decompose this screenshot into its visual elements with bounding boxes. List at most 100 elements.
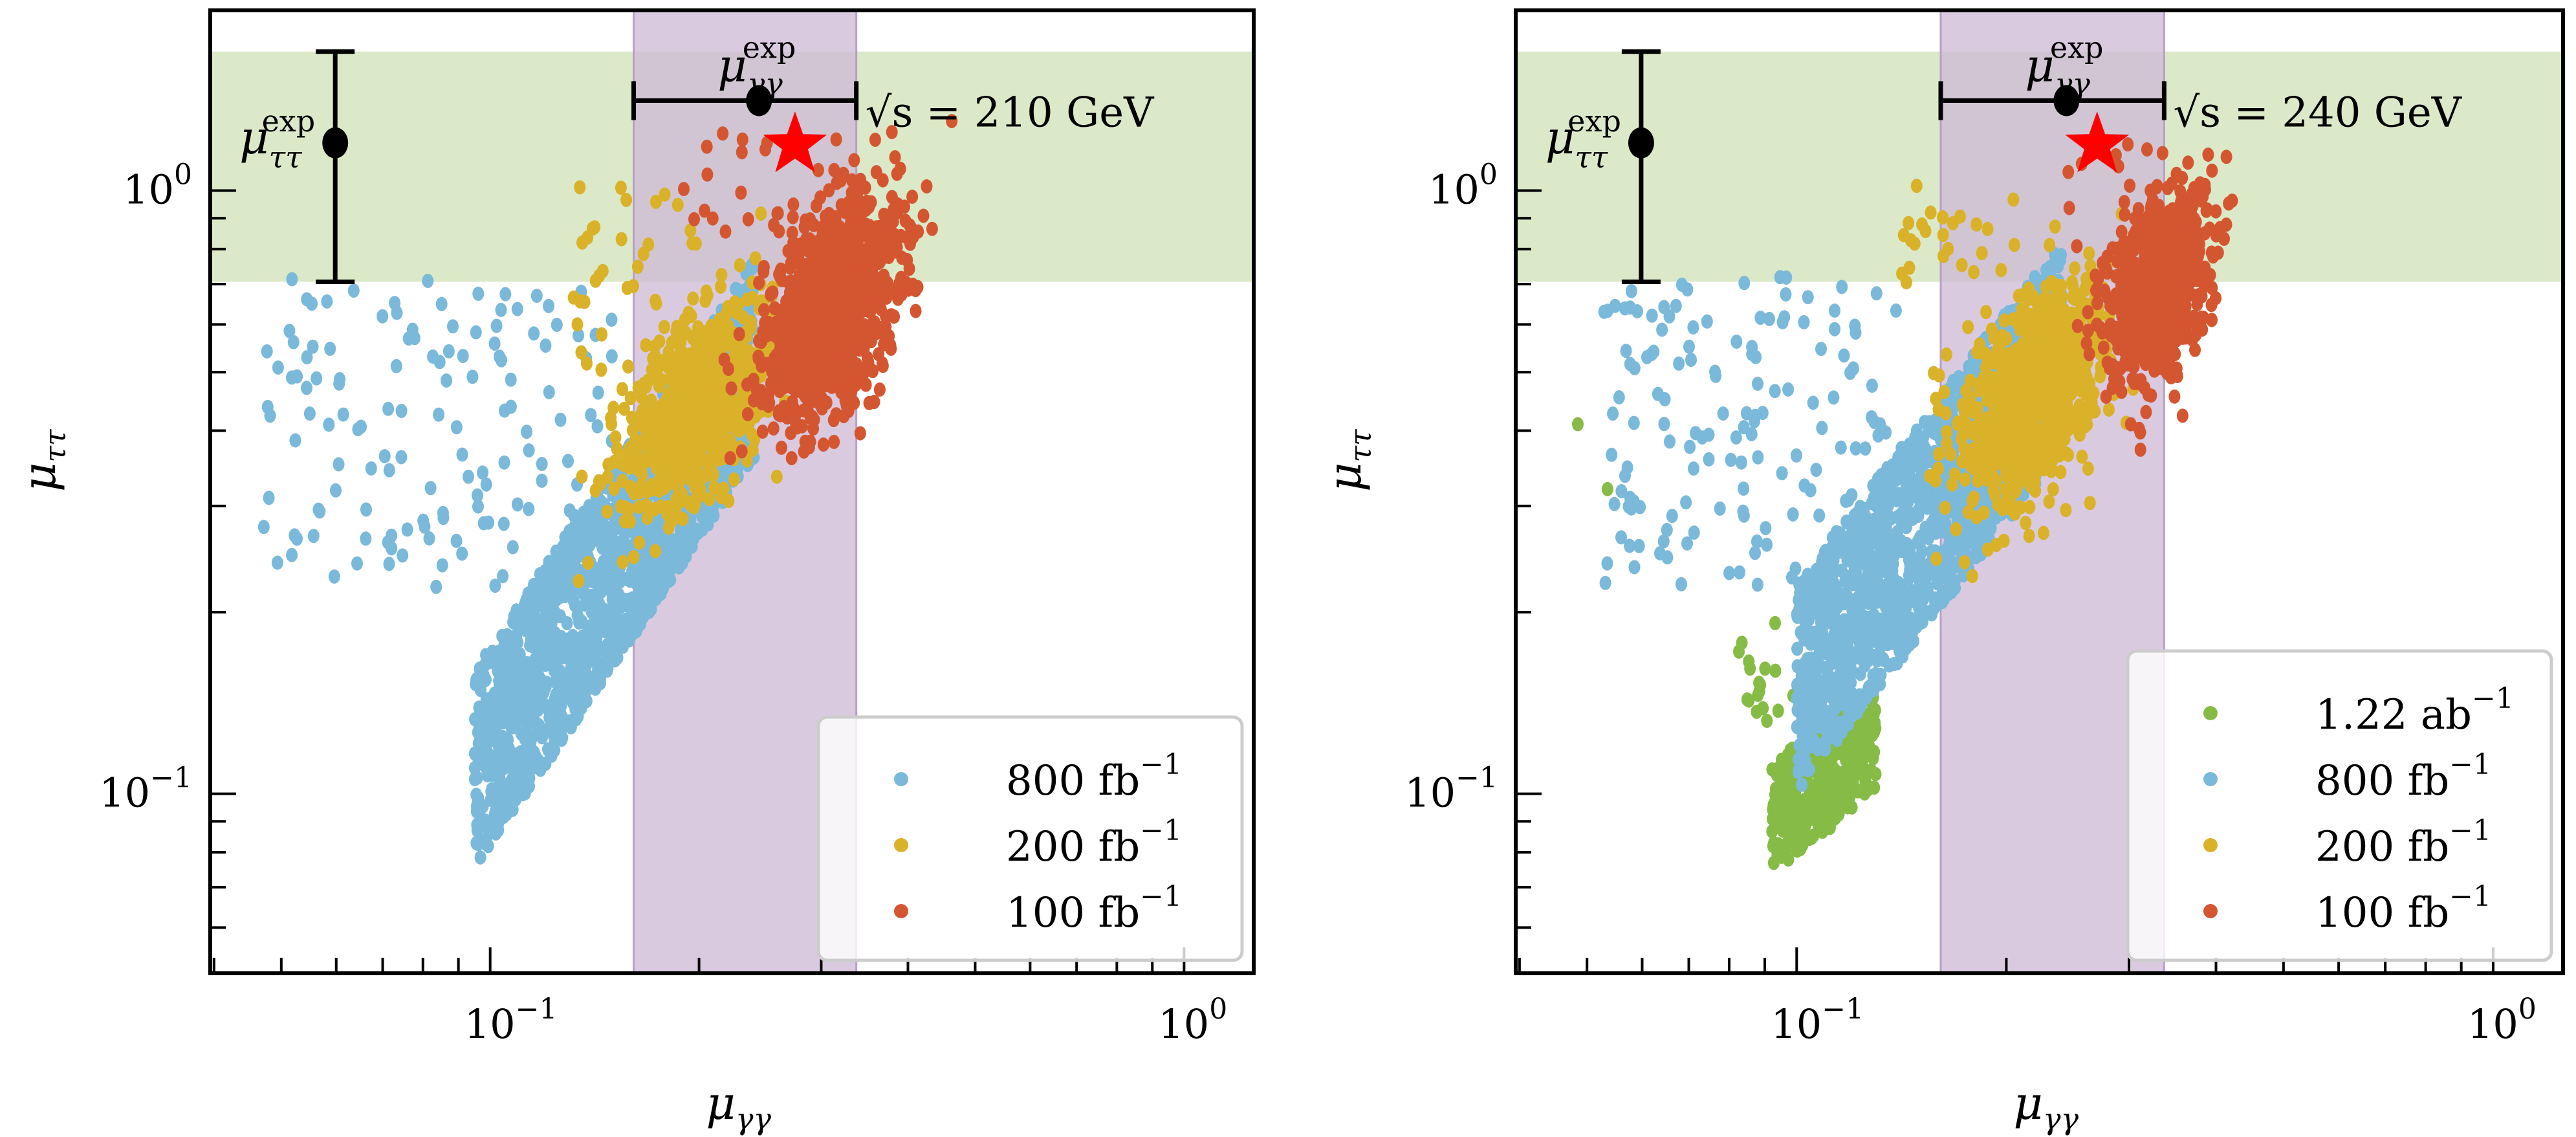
data-point [741, 292, 754, 307]
data-point [486, 645, 499, 659]
mu-tautau-exp-point [322, 127, 349, 159]
data-point [521, 425, 533, 439]
data-point [785, 274, 797, 289]
data-point [910, 304, 922, 318]
data-point [798, 444, 810, 459]
data-point [921, 179, 933, 193]
data-point [585, 529, 596, 544]
data-point [1792, 765, 1804, 779]
data-point [709, 338, 721, 353]
data-point [528, 326, 540, 341]
data-point [505, 399, 517, 414]
data-point [423, 531, 435, 546]
data-point [447, 319, 459, 334]
data-point [538, 619, 551, 634]
label-sup: exp [262, 104, 316, 138]
data-point [488, 336, 501, 351]
data-point [775, 362, 787, 377]
data-point [584, 628, 596, 643]
data-point [427, 349, 439, 364]
data-point [549, 743, 561, 758]
data-point [837, 166, 849, 181]
data-point [888, 228, 901, 243]
data-point [1847, 776, 1859, 791]
data-point [516, 748, 529, 763]
data-point [424, 481, 437, 496]
label-sub: ττ [269, 140, 303, 175]
data-point [551, 716, 562, 731]
data-point [450, 420, 463, 435]
data-point [855, 172, 867, 187]
data-point [873, 382, 886, 397]
axes-frame [208, 8, 1256, 975]
legend-item: 100 fb−1 [894, 880, 1182, 937]
data-point [798, 331, 810, 346]
data-point [562, 689, 574, 704]
data-point [521, 714, 534, 729]
data-point [352, 422, 364, 437]
data-point [659, 187, 671, 202]
tick-base: 10 [99, 769, 150, 817]
data-point [1768, 796, 1780, 811]
legend-label: 200 fb−1 [1006, 814, 1182, 871]
data-point [437, 511, 450, 525]
data-point [842, 305, 854, 320]
data-point [286, 370, 298, 385]
data-point [633, 485, 646, 500]
data-point [470, 835, 483, 850]
data-point [946, 114, 958, 129]
data-point [633, 500, 645, 514]
data-point [1769, 663, 1782, 678]
data-point [532, 752, 544, 767]
data-point [652, 452, 664, 467]
data-point [806, 247, 818, 261]
data-point [1774, 769, 1786, 784]
data-point [1754, 678, 1767, 692]
data-point [609, 430, 622, 445]
data-point [1803, 739, 1815, 754]
data-point [472, 286, 485, 301]
data-point [401, 522, 413, 537]
plot-area [210, 10, 1254, 973]
data-point [1769, 615, 1781, 630]
data-point [477, 465, 489, 480]
data-point [334, 372, 346, 386]
data-point [378, 449, 391, 463]
data-point [330, 483, 342, 498]
data-point [1814, 767, 1826, 782]
data-point [507, 540, 519, 555]
data-point [626, 423, 639, 437]
data-point [703, 492, 715, 507]
data-point [671, 197, 684, 212]
data-point [641, 511, 653, 525]
data-point [272, 360, 284, 375]
data-point [1840, 795, 1852, 810]
data-point [492, 659, 504, 674]
data-point [606, 313, 618, 327]
mu-tautau-exp-label: μττexp [239, 104, 315, 175]
data-point [533, 634, 545, 649]
data-point [736, 389, 748, 404]
data-point [733, 327, 745, 342]
data-point [681, 426, 693, 441]
data-point [507, 754, 519, 769]
data-point [830, 298, 842, 313]
mu-gammagamma-exp-label: μγγexp [717, 30, 796, 101]
data-point [852, 291, 864, 305]
axis-mu: μ [13, 463, 66, 492]
data-point [684, 223, 697, 238]
data-point [827, 413, 840, 428]
data-point [715, 267, 728, 282]
data-point [622, 359, 634, 374]
data-point [623, 460, 635, 475]
data-point [482, 745, 494, 760]
data-point [554, 544, 566, 559]
data-point [1736, 635, 1748, 650]
data-point [762, 399, 774, 414]
data-point [670, 463, 682, 478]
data-point [397, 548, 409, 563]
legend-box [816, 715, 1244, 962]
data-point [572, 608, 584, 623]
legend-label-main: 200 fb [1006, 823, 1140, 871]
